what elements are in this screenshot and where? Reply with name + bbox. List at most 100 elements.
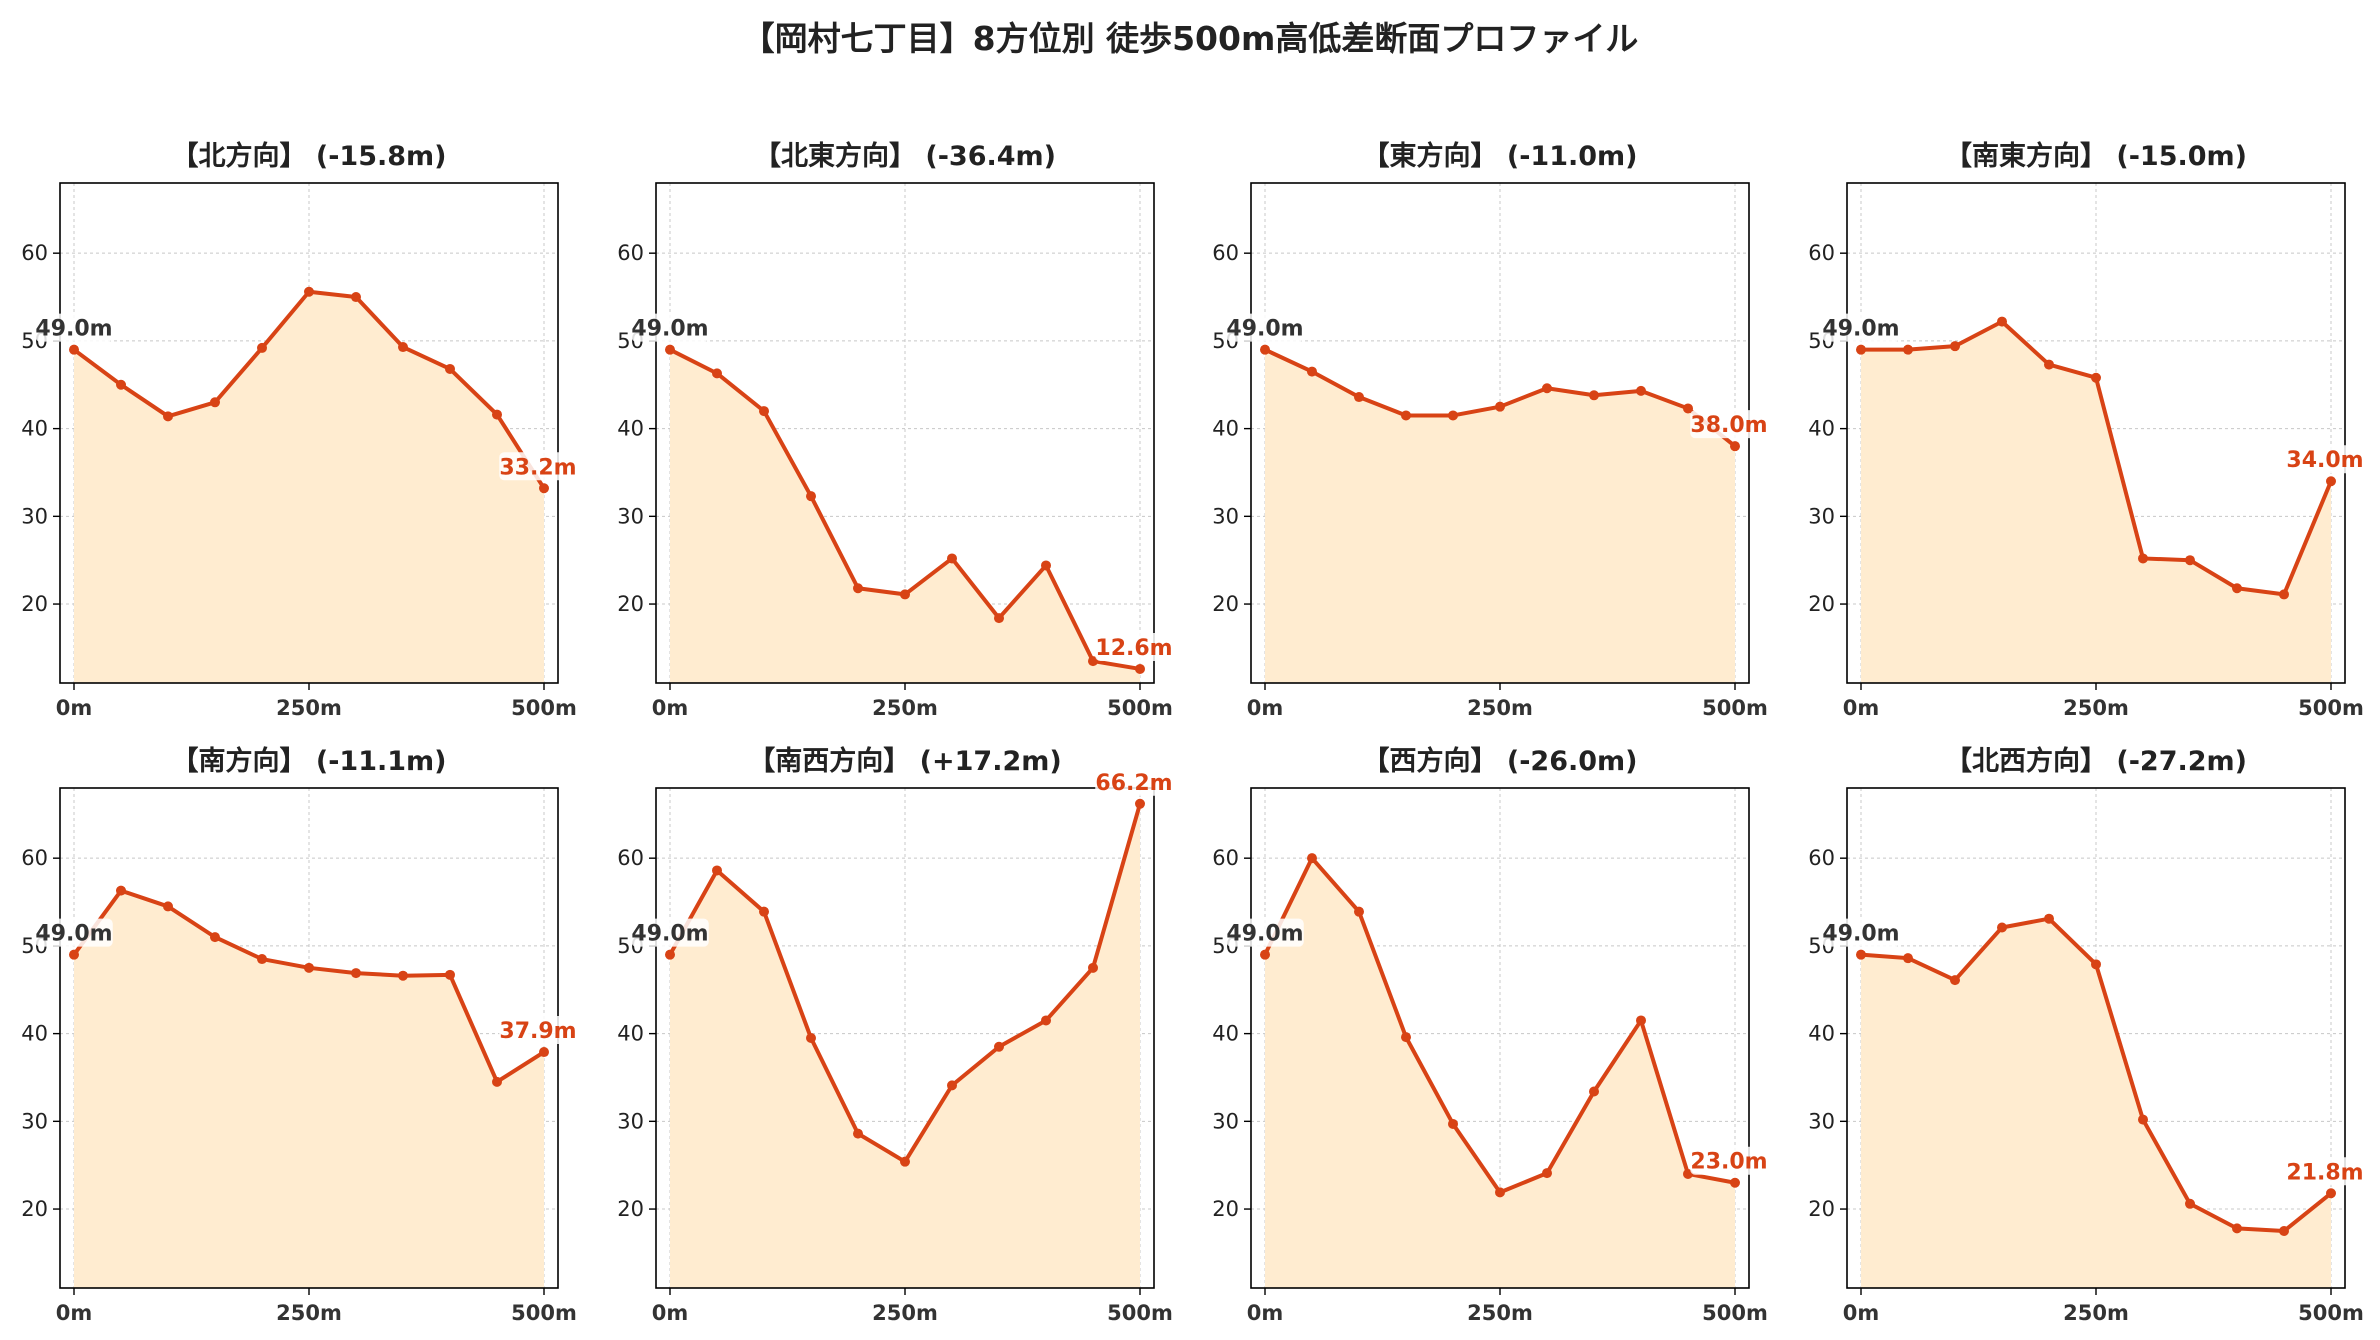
end-elevation-label: 34.0m (2286, 448, 2363, 473)
data-point (2326, 1188, 2336, 1199)
y-tick-label: 40 (21, 417, 48, 441)
elevation-area (1265, 858, 1735, 1288)
data-point (1636, 1015, 1646, 1026)
data-point (712, 865, 722, 876)
data-point (994, 613, 1004, 624)
data-point (210, 397, 220, 408)
start-elevation-label: 49.0m (35, 317, 112, 342)
elevation-area (670, 349, 1140, 683)
data-point (1135, 798, 1145, 809)
x-tick-label: 500m (511, 1301, 577, 1325)
data-point (1730, 441, 1740, 452)
data-point (1542, 383, 1552, 394)
x-tick-label: 250m (1467, 1301, 1533, 1325)
data-point (2138, 553, 2148, 564)
y-tick-label: 40 (1808, 417, 1835, 441)
end-elevation-label-bg (499, 1016, 577, 1045)
data-point (257, 342, 267, 353)
data-point (900, 589, 910, 600)
data-point (1683, 403, 1693, 414)
x-tick-label: 500m (2298, 1301, 2364, 1325)
y-tick-label: 20 (21, 592, 48, 616)
data-point (1997, 922, 2007, 933)
y-tick-label: 40 (21, 1022, 48, 1046)
x-tick-label: 250m (1467, 696, 1533, 720)
y-tick-label: 60 (617, 241, 644, 265)
data-point (1307, 366, 1317, 377)
data-point (1135, 663, 1145, 674)
y-tick-label: 60 (1212, 846, 1239, 870)
x-tick-label: 250m (872, 1301, 938, 1325)
data-point (853, 1128, 863, 1139)
x-tick-label: 500m (1702, 696, 1768, 720)
data-point (1307, 853, 1317, 864)
y-tick-label: 30 (1212, 1109, 1239, 1133)
y-tick-label: 20 (1808, 1197, 1835, 1221)
y-tick-label: 60 (1808, 846, 1835, 870)
end-elevation-label-bg (2286, 1157, 2364, 1186)
data-point (2185, 1198, 2195, 1209)
elevation-area (1861, 918, 2331, 1288)
end-elevation-label: 23.0m (1690, 1150, 1767, 1175)
end-elevation-label-bg (1095, 632, 1173, 661)
chart-title: 【南西方向】 (+17.2m) (748, 745, 1061, 777)
data-point (1495, 401, 1505, 412)
elevation-area (670, 803, 1140, 1288)
elevation-area (74, 890, 544, 1288)
y-tick-label: 60 (617, 846, 644, 870)
start-elevation-label: 49.0m (1822, 317, 1899, 342)
data-point (2044, 913, 2054, 924)
elevation-area (74, 291, 544, 683)
end-elevation-label: 37.9m (499, 1019, 576, 1044)
chart-title: 【北西方向】 (-27.2m) (1945, 745, 2247, 777)
data-point (1260, 949, 1270, 960)
data-point (1856, 949, 1866, 960)
x-tick-label: 250m (872, 696, 938, 720)
data-point (1088, 962, 1098, 973)
data-point (1088, 656, 1098, 667)
chart-title: 【北方向】 (-15.8m) (171, 140, 446, 172)
y-tick-label: 60 (1212, 241, 1239, 265)
y-tick-label: 20 (1808, 592, 1835, 616)
data-point (163, 901, 173, 912)
data-point (1950, 341, 1960, 352)
data-point (1448, 410, 1458, 421)
data-point (210, 932, 220, 943)
start-elevation-label-bg (1822, 918, 1900, 947)
y-tick-label: 60 (21, 241, 48, 265)
end-elevation-label-bg (499, 452, 577, 481)
data-point (759, 906, 769, 917)
start-elevation-label: 49.0m (1226, 922, 1303, 947)
end-elevation-label-bg (2286, 445, 2364, 474)
x-tick-label: 0m (1843, 696, 1880, 720)
data-point (351, 968, 361, 979)
data-point (1856, 344, 1866, 355)
x-tick-label: 0m (56, 696, 93, 720)
x-tick-label: 500m (1107, 696, 1173, 720)
x-tick-label: 500m (1107, 1301, 1173, 1325)
x-tick-label: 250m (276, 1301, 342, 1325)
y-tick-label: 30 (617, 1109, 644, 1133)
y-tick-label: 30 (1808, 504, 1835, 528)
data-point (2091, 372, 2101, 383)
data-point (1354, 906, 1364, 917)
start-elevation-label-bg (35, 918, 113, 947)
data-point (445, 969, 455, 980)
y-tick-label: 20 (617, 1197, 644, 1221)
chart-title: 【南方向】 (-11.1m) (171, 745, 446, 777)
data-point (304, 286, 314, 297)
start-elevation-label-bg (631, 313, 709, 342)
data-point (1401, 1032, 1411, 1043)
data-point (539, 1047, 549, 1058)
y-tick-label: 40 (1808, 1022, 1835, 1046)
end-elevation-label: 12.6m (1095, 636, 1172, 661)
data-point (1495, 1187, 1505, 1198)
start-elevation-label-bg (1822, 313, 1900, 342)
start-elevation-label-bg (631, 918, 709, 947)
